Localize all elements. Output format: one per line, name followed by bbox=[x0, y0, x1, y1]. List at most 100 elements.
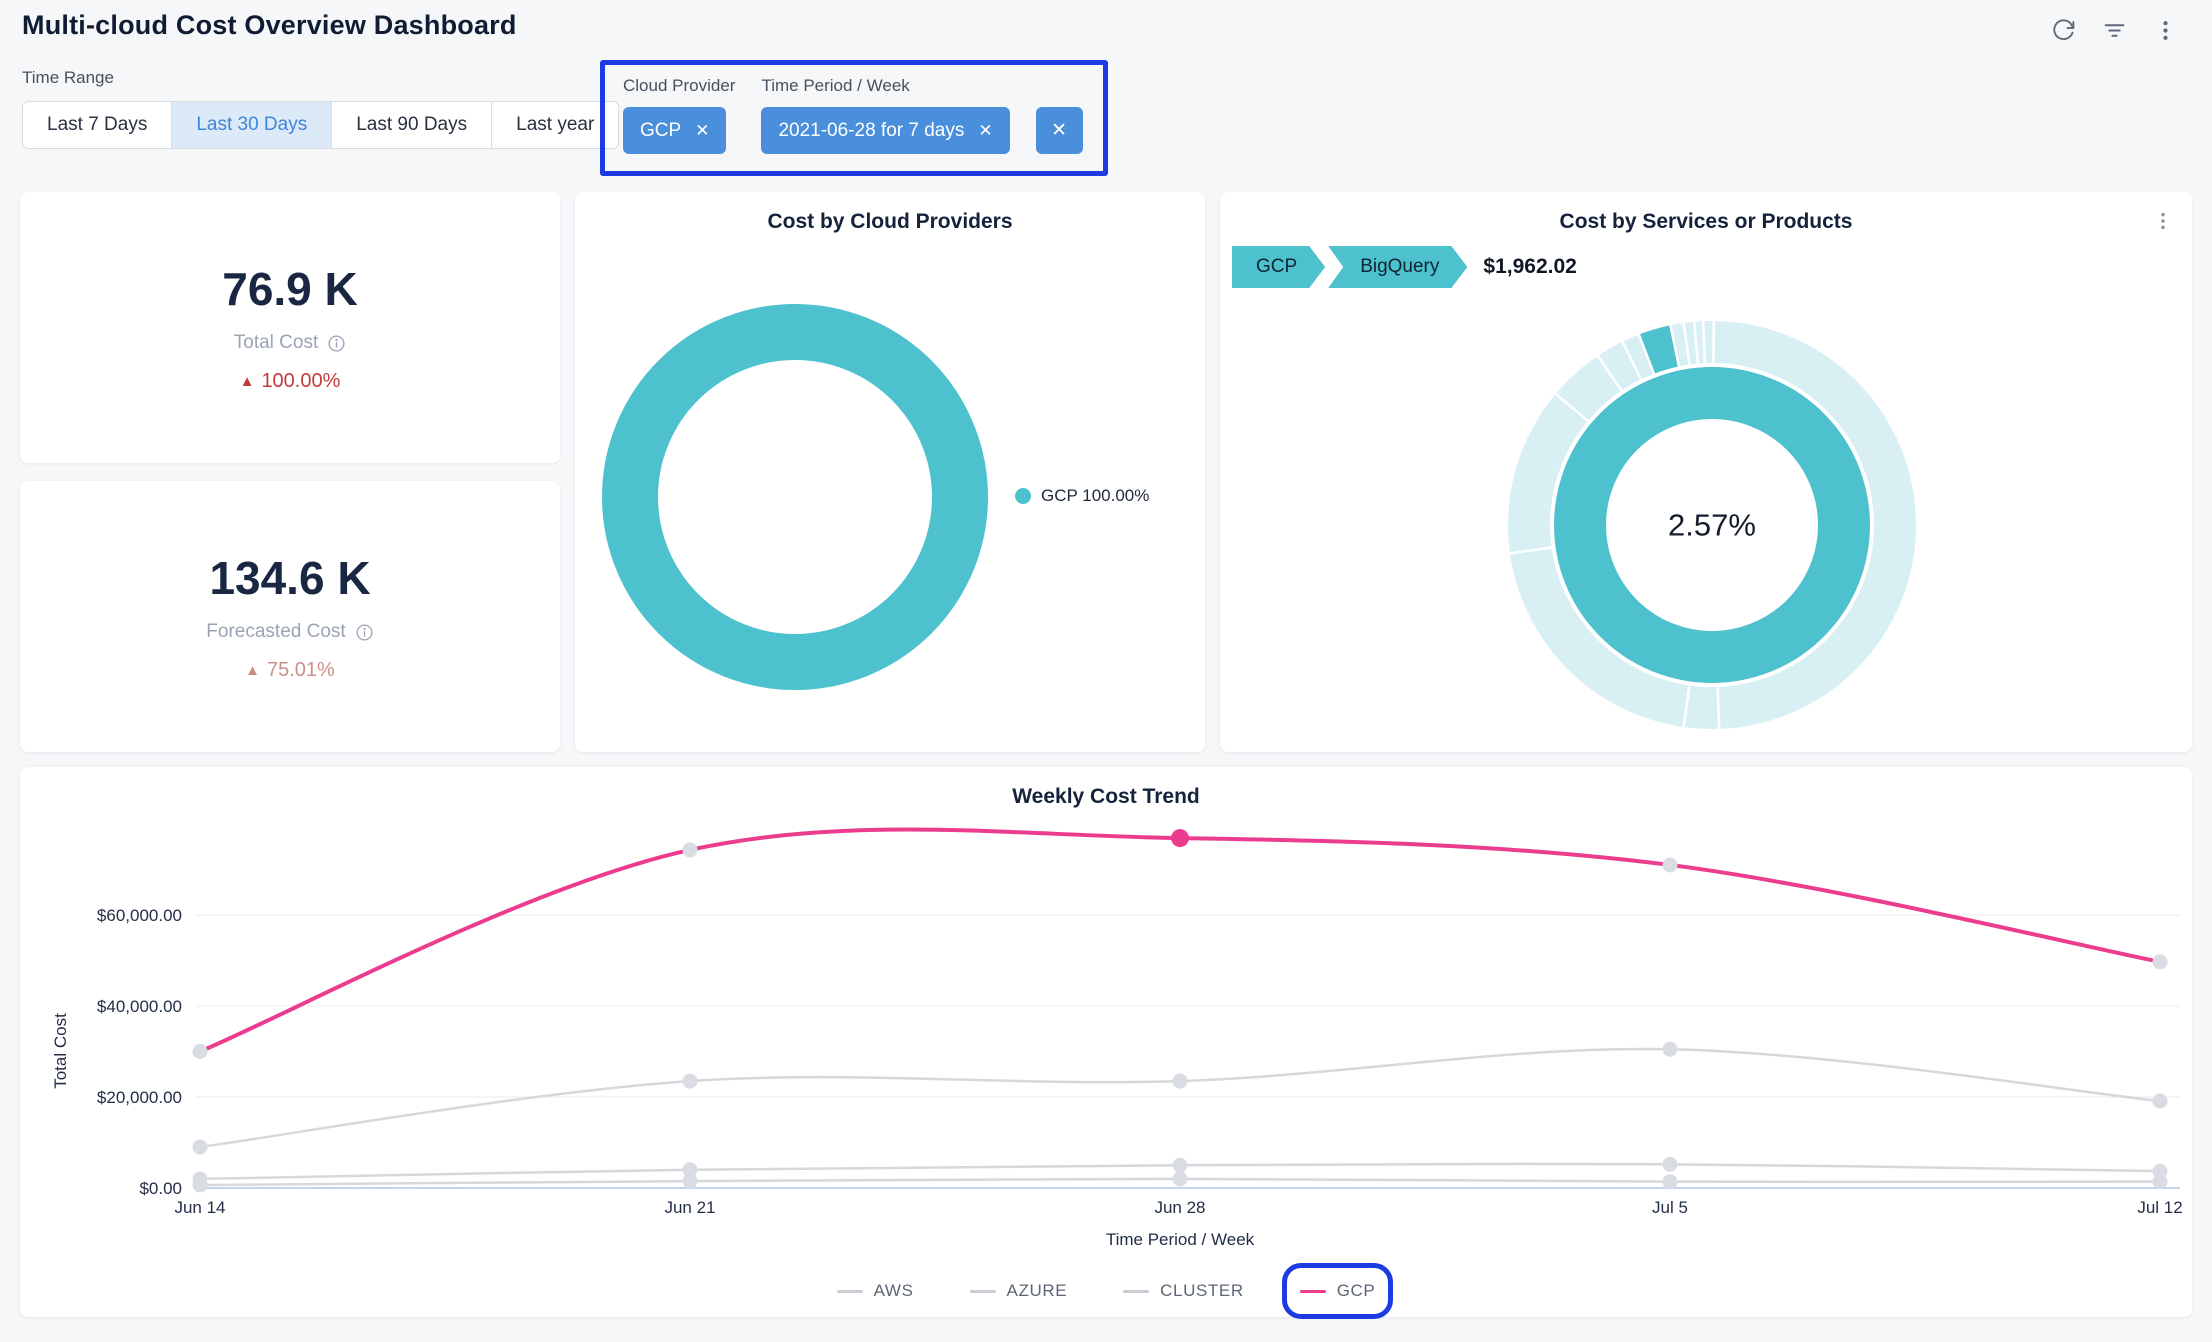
data-point[interactable] bbox=[2152, 1174, 2168, 1190]
time-range-group: Time Range Last 7 Days Last 30 Days Last… bbox=[22, 68, 620, 149]
weekly-cost-trend-chart[interactable]: $0.00 $20,000.00 $40,000.00 $60,000.00 Total… bbox=[30, 823, 2202, 1259]
data-point[interactable] bbox=[682, 1173, 698, 1189]
cloud-provider-filter-label: Cloud Provider bbox=[623, 76, 736, 95]
legend-label-cluster: CLUSTER bbox=[1160, 1281, 1244, 1300]
legend-line-icon bbox=[969, 1289, 996, 1293]
filter-button[interactable] bbox=[2096, 12, 2133, 49]
legend-line-icon bbox=[836, 1289, 863, 1293]
info-icon[interactable] bbox=[355, 623, 374, 642]
services-sunburst-chart[interactable]: 2.57% bbox=[1220, 192, 2192, 752]
filter-icon bbox=[2104, 24, 2125, 37]
annotation-box-applied-filters: Cloud Provider GCP ✕ Time Period / Week … bbox=[600, 60, 1108, 176]
data-point[interactable] bbox=[682, 1073, 698, 1089]
services-card-menu-button[interactable] bbox=[2146, 204, 2180, 238]
data-point[interactable] bbox=[1662, 1156, 1678, 1172]
providers-legend-item[interactable]: GCP 100.00% bbox=[1015, 486, 1149, 506]
time-period-chip-value: 2021-06-28 for 7 days bbox=[778, 119, 965, 141]
ring-divider bbox=[1620, 339, 1643, 382]
legend-label-gcp: GCP bbox=[1336, 1281, 1376, 1300]
cloud-provider-chip-value: GCP bbox=[640, 119, 682, 141]
data-point[interactable] bbox=[192, 1139, 208, 1155]
x-tick-label: Jul 5 bbox=[1652, 1198, 1688, 1217]
time-period-chip[interactable]: 2021-06-28 for 7 days ✕ bbox=[761, 107, 1010, 154]
ring-divider bbox=[1701, 319, 1707, 366]
data-point[interactable] bbox=[1172, 1073, 1188, 1089]
data-point[interactable] bbox=[2152, 1163, 2168, 1179]
services-outer-ring[interactable] bbox=[1508, 321, 1916, 729]
highlighted-data-point[interactable] bbox=[1171, 829, 1189, 848]
time-range-last-90-days[interactable]: Last 90 Days bbox=[331, 101, 493, 149]
y-tick-label: $60,000.00 bbox=[97, 906, 182, 925]
clear-all-filters-button[interactable]: ✕ bbox=[1035, 107, 1083, 154]
time-period-filter-label: Time Period / Week bbox=[761, 76, 910, 95]
data-point[interactable] bbox=[1662, 1041, 1678, 1057]
refresh-button[interactable] bbox=[2045, 12, 2082, 49]
x-axis-title: Time Period / Week bbox=[1106, 1230, 1255, 1249]
kpi-column: 76.9 K Total Cost ▲ 100.00% 134.6 K Fore… bbox=[20, 192, 560, 752]
data-point[interactable] bbox=[1662, 1174, 1678, 1190]
providers-legend-label: GCP 100.00% bbox=[1041, 486, 1150, 505]
legend-dot-icon bbox=[1015, 488, 1031, 504]
data-point[interactable] bbox=[682, 842, 698, 858]
top-grid: 76.9 K Total Cost ▲ 100.00% 134.6 K Fore… bbox=[20, 192, 2192, 752]
x-tick-label: Jun 14 bbox=[174, 1198, 225, 1217]
info-icon[interactable] bbox=[327, 334, 346, 353]
y-tick-label: $20,000.00 bbox=[97, 1088, 182, 1107]
services-inner-ring[interactable] bbox=[1554, 367, 1870, 683]
services-breadcrumb: GCP BigQuery $1,962.02 bbox=[1232, 246, 1577, 288]
legend-label-aws: AWS bbox=[873, 1281, 914, 1300]
time-range-last-7-days[interactable]: Last 7 Days bbox=[22, 101, 173, 149]
legend-label-azure: AZURE bbox=[1006, 1281, 1068, 1300]
legend-line-icon bbox=[1123, 1289, 1150, 1293]
services-chart-title: Cost by Services or Products bbox=[1559, 210, 1853, 233]
data-point[interactable] bbox=[2152, 1093, 2168, 1109]
data-point[interactable] bbox=[192, 1044, 208, 1059]
trend-chart-title: Weekly Cost Trend bbox=[1012, 785, 1200, 808]
y-tick-label: $0.00 bbox=[139, 1179, 182, 1198]
trend-line-gcp[interactable] bbox=[199, 827, 2161, 1054]
data-point[interactable] bbox=[2152, 954, 2168, 970]
data-point[interactable] bbox=[1662, 857, 1678, 873]
up-triangle-icon: ▲ bbox=[245, 662, 260, 679]
data-point[interactable] bbox=[682, 1162, 698, 1178]
y-tick-label: $40,000.00 bbox=[97, 997, 182, 1016]
forecasted-cost-delta: ▲ 75.01% bbox=[245, 659, 335, 682]
total-cost-card: 76.9 K Total Cost ▲ 100.00% bbox=[20, 192, 560, 463]
data-point[interactable] bbox=[1172, 1157, 1188, 1173]
time-range-last-30-days[interactable]: Last 30 Days bbox=[171, 101, 333, 149]
data-point[interactable] bbox=[1172, 1171, 1188, 1187]
clear-all-close-icon: ✕ bbox=[1051, 120, 1068, 141]
time-range-segmented-control: Last 7 Days Last 30 Days Last 90 Days La… bbox=[22, 101, 620, 149]
more-options-button[interactable] bbox=[2147, 12, 2184, 49]
forecasted-cost-label-row: Forecasted Cost bbox=[206, 621, 373, 643]
breadcrumb-gcp[interactable]: GCP bbox=[1232, 246, 1325, 288]
trend-line-cluster[interactable] bbox=[199, 1047, 2161, 1149]
ring-divider bbox=[1682, 683, 1691, 730]
kebab-menu-icon bbox=[2163, 21, 2168, 40]
legend-item-cluster[interactable]: CLUSTER bbox=[1123, 1281, 1244, 1301]
x-tick-label: Jun 21 bbox=[664, 1198, 715, 1217]
cloud-provider-chip[interactable]: GCP ✕ bbox=[623, 107, 727, 154]
total-cost-delta: ▲ 100.00% bbox=[240, 370, 341, 393]
time-period-chip-close-icon[interactable]: ✕ bbox=[978, 121, 993, 140]
legend-item-aws[interactable]: AWS bbox=[836, 1281, 914, 1301]
cost-by-services-card: Cost by Services or Products GCP BigQuer… bbox=[1220, 192, 2192, 752]
weekly-cost-trend-card: Weekly Cost Trend $0.00 $20,000.00 $40,000… bbox=[20, 767, 2192, 1319]
time-range-last-year[interactable]: Last year bbox=[491, 101, 620, 149]
cloud-provider-filter: Cloud Provider GCP ✕ bbox=[623, 76, 735, 154]
ring-divider bbox=[1637, 332, 1656, 377]
cloud-provider-chip-close-icon[interactable]: ✕ bbox=[695, 121, 710, 140]
services-highlight-segment[interactable] bbox=[1638, 325, 1680, 374]
legend-item-azure[interactable]: AZURE bbox=[969, 1281, 1068, 1301]
ring-divider bbox=[1668, 323, 1681, 369]
ring-divider bbox=[1716, 684, 1721, 731]
providers-donut-chart[interactable] bbox=[575, 192, 1205, 752]
header-actions bbox=[2045, 12, 2184, 49]
x-tick-label: Jul 12 bbox=[2137, 1198, 2182, 1217]
breadcrumb-bigquery[interactable]: BigQuery bbox=[1328, 246, 1467, 288]
selected-service-amount: $1,962.02 bbox=[1483, 255, 1577, 278]
legend-item-gcp[interactable]: GCP bbox=[1281, 1263, 1394, 1319]
ring-divider bbox=[1553, 391, 1591, 424]
providers-donut-ring[interactable] bbox=[602, 304, 988, 690]
data-point[interactable] bbox=[192, 1177, 208, 1193]
